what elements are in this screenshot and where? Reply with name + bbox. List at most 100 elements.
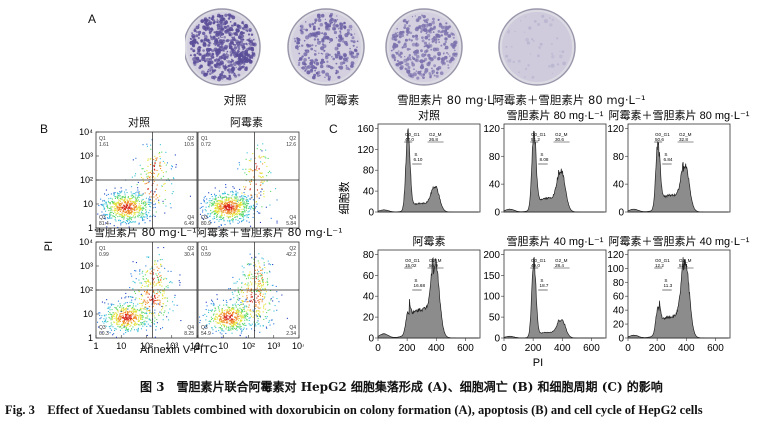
cc-y-tick: 0 [368, 208, 374, 219]
panel-a-letter: A [88, 12, 97, 26]
cc-s-value: 11.3 [664, 283, 673, 288]
cc-g2-value: 26.8 [429, 137, 438, 142]
quadrant-value: 10.5 [184, 142, 194, 148]
dish-caption-2: 阿霉素 [324, 93, 360, 107]
cc-x-tick: 0 [375, 343, 381, 354]
cc-s-label: S [414, 278, 417, 283]
cc-g2-label: G2_M [555, 258, 568, 263]
facs-title-2: 阿霉素 [230, 116, 263, 129]
cc-x-axis-label: PI [533, 357, 543, 369]
facs-x-tick: 10⁴ [292, 341, 304, 351]
cc-g1-value: 50.6 [655, 137, 664, 142]
cc-g2-value: 30.6 [555, 137, 564, 142]
cc-g1-label: G0_G1 [405, 258, 420, 263]
cc-title: 阿霉素＋雪胆素片 40 mg·L⁻¹ [609, 235, 750, 248]
dish-4 [498, 8, 576, 86]
cc-y-tick: 40 [613, 306, 625, 317]
cc-g1-label: G0_G1 [531, 258, 546, 263]
quadrant-value: 30.4 [184, 252, 194, 258]
facs-y-tick: 10² [80, 175, 93, 185]
panel-a-dishes [183, 5, 765, 115]
cc-y-tick: 40 [363, 187, 375, 198]
facs-x-tick: 10⁴ [190, 341, 204, 351]
cc-y-tick: 160 [357, 124, 374, 135]
quadrant-name: Q3 [201, 215, 208, 221]
cc-g2-value: 28.4 [555, 263, 564, 268]
panel-b-letter: B [40, 122, 49, 136]
cc-s-value: 18.7 [540, 283, 549, 288]
dish-1 [183, 8, 261, 86]
quadrant-value: 81.4 [99, 221, 109, 227]
cc-s-label: S [540, 152, 543, 157]
cc-g1-label: G0_G1 [531, 132, 546, 137]
quadrant-name: Q4 [289, 325, 296, 331]
facs-y-tick: 10 [83, 199, 93, 209]
cc-g1-value: 47.0 [405, 137, 414, 142]
quadrant-value: 0.72 [201, 142, 211, 148]
facs-x-tick: 10² [140, 341, 153, 351]
cc-s-label: S [414, 152, 417, 157]
cc-g1-value: 51.2 [531, 137, 540, 142]
cc-title: 雪胆素片 80 mg·L⁻¹ [507, 109, 604, 122]
cc-y-tick: 40 [489, 180, 501, 191]
cc-g2-label: G2_M [679, 258, 692, 263]
cc-y-tick: 120 [357, 145, 374, 156]
quadrant-name: Q3 [201, 325, 208, 331]
cc-title: 阿霉素 [413, 235, 446, 248]
facs-x-tick: 1 [93, 341, 98, 351]
cc-y-tick: 0 [618, 334, 624, 345]
figure-caption-en: Fig. 3 Effect of Xuedansu Tablets combin… [5, 403, 703, 417]
figure-caption-cn: 图 3 雪胆素片联合阿霉素对 HepG2 细胞集落形成 (A)、细胞凋亡 (B)… [140, 380, 663, 394]
quadrant-name: Q1 [99, 136, 106, 142]
quadrant-name: Q1 [99, 246, 106, 252]
cc-g2-label: G2_M [555, 132, 568, 137]
quadrant-value: 54.9 [201, 331, 211, 337]
quadrant-value: 12.6 [286, 142, 296, 148]
facs-y-tick: 10³ [80, 151, 93, 161]
cc-s-label: S [664, 278, 667, 283]
facs-x-tick: 10 [116, 341, 126, 351]
dish-2 [287, 8, 365, 86]
facs-x-axis-label: Annexin V-FITC [140, 344, 218, 356]
cc-x-tick: 400 [428, 343, 445, 354]
quadrant-name: Q4 [289, 215, 296, 221]
cc-s-value: 8.08 [540, 157, 549, 162]
cc-g1-label: G0_G1 [655, 258, 670, 263]
facs-y-axis-label: PI [44, 241, 55, 251]
cc-x-tick: 0 [501, 343, 507, 354]
cc-g2-value: 52.1 [679, 263, 688, 268]
quadrant-value: 60.3 [99, 331, 109, 337]
cc-s-value: 6.84 [664, 157, 673, 162]
cc-y-tick: 80 [613, 152, 625, 163]
quadrant-value: 80.9 [201, 221, 211, 227]
quadrant-name: Q3 [99, 325, 106, 331]
cc-g2-label: G2_M [429, 132, 442, 137]
panel-c-letter: C [329, 122, 338, 136]
quadrant-value: 0.99 [99, 252, 109, 258]
quadrant-name: Q1 [201, 246, 208, 252]
facs-x-tick: 1 [195, 341, 200, 351]
cc-y-tick: 0 [494, 334, 500, 345]
cc-y-tick: 80 [363, 250, 375, 261]
cc-x-tick: 0 [625, 343, 631, 354]
facs-title-3: 雪胆素片 80 mg·L⁻¹ [94, 226, 197, 239]
quadrant-name: Q2 [289, 246, 296, 252]
facs-y-tick: 10² [80, 285, 93, 295]
panel-b-apoptosis: PI Q1 1.61 Q2 10.5 Q3 81.4 Q4 6.49 1 10 10² 10³ 10⁴ Q1… [43, 122, 306, 362]
dish-caption-1: 对照 [223, 93, 247, 107]
cc-y-tick: 80 [489, 152, 501, 163]
cc-title: 雪胆素片 40 mg·L⁻¹ [507, 235, 604, 248]
cc-y-tick: 40 [613, 180, 625, 191]
cc-g1-label: G0_G1 [405, 132, 420, 137]
cc-y-tick: 40 [363, 292, 375, 303]
cc-y-tick: 120 [607, 250, 624, 261]
cc-y-tick: 0 [494, 208, 500, 219]
facs-y-tick: 10⁴ [79, 237, 93, 247]
facs-title-1: 对照 [128, 116, 150, 129]
cc-x-tick: 200 [525, 343, 542, 354]
